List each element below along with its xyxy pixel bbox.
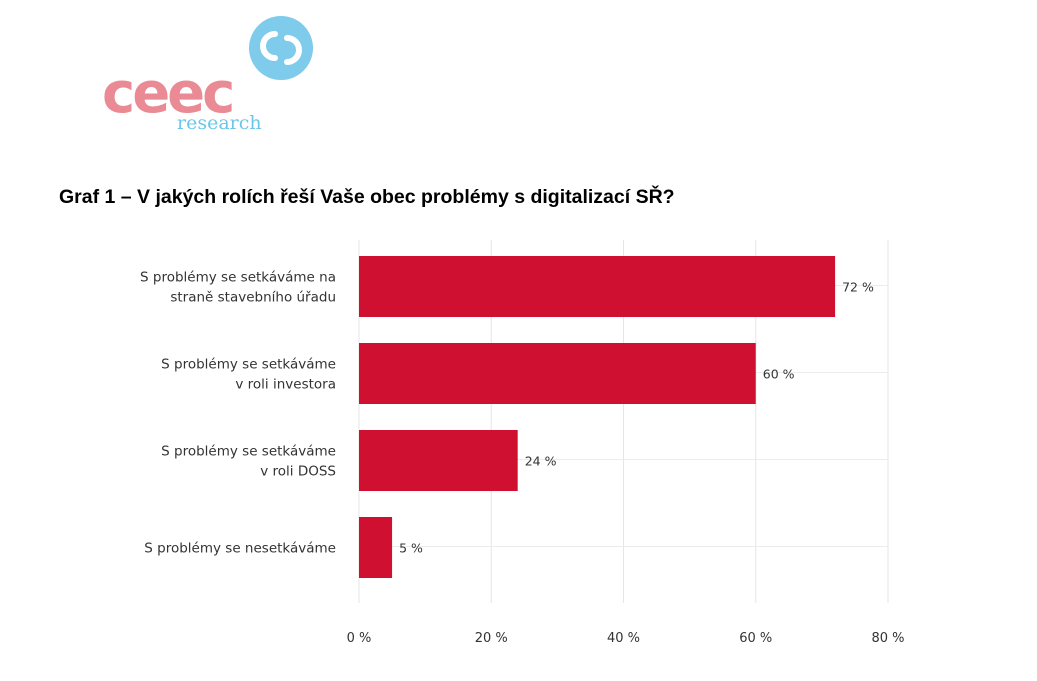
x-tick-label: 20 % <box>475 631 508 646</box>
ceec-research-logo: ceec research <box>100 14 320 139</box>
bar-value-label: 5 % <box>399 541 423 556</box>
category-label: S problémy se setkáváme v roli DOSS <box>161 444 336 480</box>
category-label: S problémy se setkáváme na straně stavebn… <box>140 270 336 306</box>
bar-value-label: 24 % <box>525 454 557 469</box>
category-label: S problémy se nesetkáváme <box>144 541 336 557</box>
x-tick-label: 0 % <box>347 631 372 646</box>
ceec-logo-circle-icon <box>249 16 313 80</box>
bar-value-label: 60 % <box>763 367 795 382</box>
bar <box>359 430 518 491</box>
x-tick-label: 80 % <box>871 631 904 646</box>
bar <box>359 517 393 578</box>
bar <box>359 256 836 317</box>
chart-title: Graf 1 – V jakých rolích řeší Vaše obec … <box>59 186 675 208</box>
x-tick-label: 60 % <box>739 631 772 646</box>
bar <box>359 343 756 404</box>
bar-value-label: 72 % <box>842 280 874 295</box>
logo-subtitle-text: research <box>177 112 262 134</box>
logo-brand-text: ceec <box>102 61 235 126</box>
x-tick-label: 40 % <box>607 631 640 646</box>
category-label: S problémy se setkáváme v roli investora <box>161 357 336 393</box>
